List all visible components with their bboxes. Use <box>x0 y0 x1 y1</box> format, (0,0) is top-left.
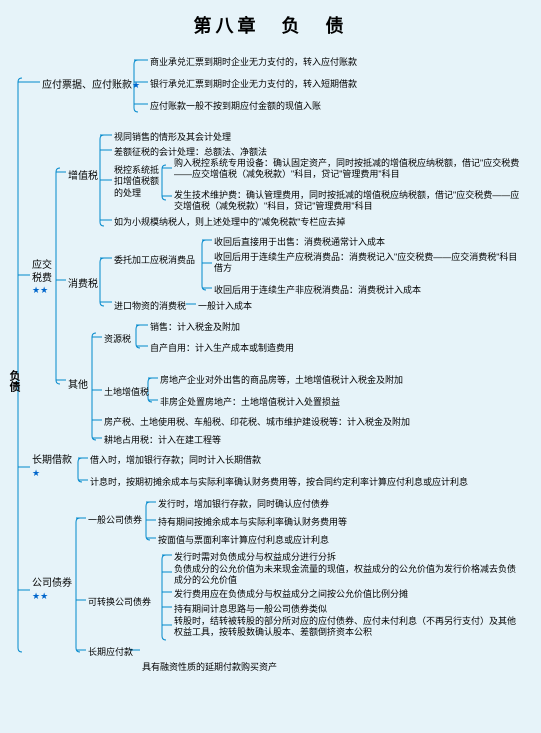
node-n4-3: 长期应付款 <box>88 645 133 658</box>
node-n4-3a: 具有融资性质的延期付款购买资产 <box>142 660 277 673</box>
node-n2-3c: 房产税、土地使用税、车船税、印花税、城市维护建设税等：计入税金及附加 <box>104 415 410 428</box>
node-n2-1d: 如为小规模纳税人，则上述处理中的"减免税款"专栏应去掉 <box>114 215 345 228</box>
star-icon: ★★ <box>32 285 48 295</box>
node-n2-3a: 资源税 <box>104 332 131 345</box>
node-n4-1a: 发行时，增加银行存款，同时确认应付债券 <box>158 497 329 510</box>
node-n4-1: 一般公司债券 <box>88 513 142 526</box>
node-n4-2a: 发行时需对负债成分与权益成分进行分拆 <box>174 550 336 563</box>
node-n3: 长期借款 ★ <box>32 455 72 480</box>
node-n4-1c: 按面值与票面利率计算应付利息或应计利息 <box>158 533 329 546</box>
node-n2-2a1: 收回后直接用于出售：消费税通常计入成本 <box>214 235 385 248</box>
node-n1: 应付票据、应付账款★ <box>42 76 140 91</box>
node-n2-2a: 委托加工应税消费品 <box>114 253 195 266</box>
node-n3a: 借入时，增加银行存款；同时计入长期借款 <box>90 453 261 466</box>
star-icon: ★ <box>132 80 140 90</box>
node-n2-3a1: 销售：计入税金及附加 <box>150 320 240 333</box>
node-n2-1a: 视同销售的情形及其会计处理 <box>114 130 231 143</box>
node-n2-1b: 差额征税的会计处理：总额法、净额法 <box>114 145 267 158</box>
node-n4-2c: 发行费用应在负债成分与权益成分之间按公允价值比例分摊 <box>174 587 408 600</box>
node-n2-2a2: 收回后用于连续生产应税消费品：消费税记入"应交税费——应交消费税"科目借方 <box>214 252 524 275</box>
node-n2-3a2: 自产自用：计入生产成本或制造费用 <box>150 341 294 354</box>
node-n2-2a3: 收回后用于连续生产非应税消费品：消费税计入成本 <box>214 283 421 296</box>
node-n2-1c2: 发生技术维护费：确认管理费用，同时按抵减的增值税应纳税额，借记"应交税费——应交… <box>174 190 524 213</box>
node-n2-3d: 耕地占用税：计入在建工程等 <box>104 433 221 446</box>
node-n2-3: 其他 <box>68 376 88 391</box>
node-n2-2b: 进口物资的消费税 <box>114 299 186 312</box>
node-n4: 公司债券 ★★ <box>32 578 72 603</box>
page-container: 第八章 负 债 <box>0 0 541 733</box>
n3-text: 长期借款 <box>32 455 72 466</box>
node-n1b: 银行承兑汇票到期时企业无力支付的，转入短期借款 <box>150 77 357 90</box>
n1-text: 应付票据、应付账款 <box>42 80 132 91</box>
node-n2-3b1: 房地产企业对外出售的商品房等，土地增值税计入税金及附加 <box>160 373 403 386</box>
node-n2: 应交税费★★ <box>32 260 52 298</box>
node-n3b: 计息时，按期初摊余成本与实际利率确认财务费用等，按合同约定利率计算应付利息或应计… <box>90 475 468 488</box>
node-n4-2d: 持有期间计息思路与一般公司债券类似 <box>174 602 327 615</box>
n2-text: 应交税费 <box>32 260 52 284</box>
node-n2-3b2: 非房企处置房地产：土地增值税计入处置损益 <box>160 395 340 408</box>
node-n1a: 商业承兑汇票到期时企业无力支付的，转入应付账款 <box>150 55 357 68</box>
star-icon: ★ <box>32 468 40 478</box>
node-n4-1b: 持有期间按摊余成本与实际利率确认财务费用等 <box>158 515 347 528</box>
n4-text: 公司债券 <box>32 578 72 589</box>
star-icon: ★★ <box>32 591 48 601</box>
node-n2-1c: 税控系统抵扣增值税额的处理 <box>114 165 162 199</box>
node-n4-2: 可转换公司债券 <box>88 595 151 608</box>
node-n2-1: 增值税 <box>68 167 98 182</box>
node-n2-3b: 土地增值税 <box>104 385 149 398</box>
node-n2-1c1: 购入税控系统专用设备：确认固定资产，同时按抵减的增值税应纳税额，借记"应交税费—… <box>174 158 524 181</box>
node-n4-2b: 负债成分的公允价值为未来现金流量的现值，权益成分的公允价值为发行价格减去负债成分… <box>174 564 524 587</box>
root-label: 负债 <box>6 370 22 392</box>
node-n1c: 应付账款一般不按到期应付金额的现值入账 <box>150 99 321 112</box>
node-n2-2: 消费税 <box>68 275 98 290</box>
node-n2-2b1: 一般计入成本 <box>198 299 252 312</box>
node-n4-2e: 转股时，结转被转股的部分所对应的应付债券、应付未付利息（不再另行支付）及其他权益… <box>174 616 524 639</box>
